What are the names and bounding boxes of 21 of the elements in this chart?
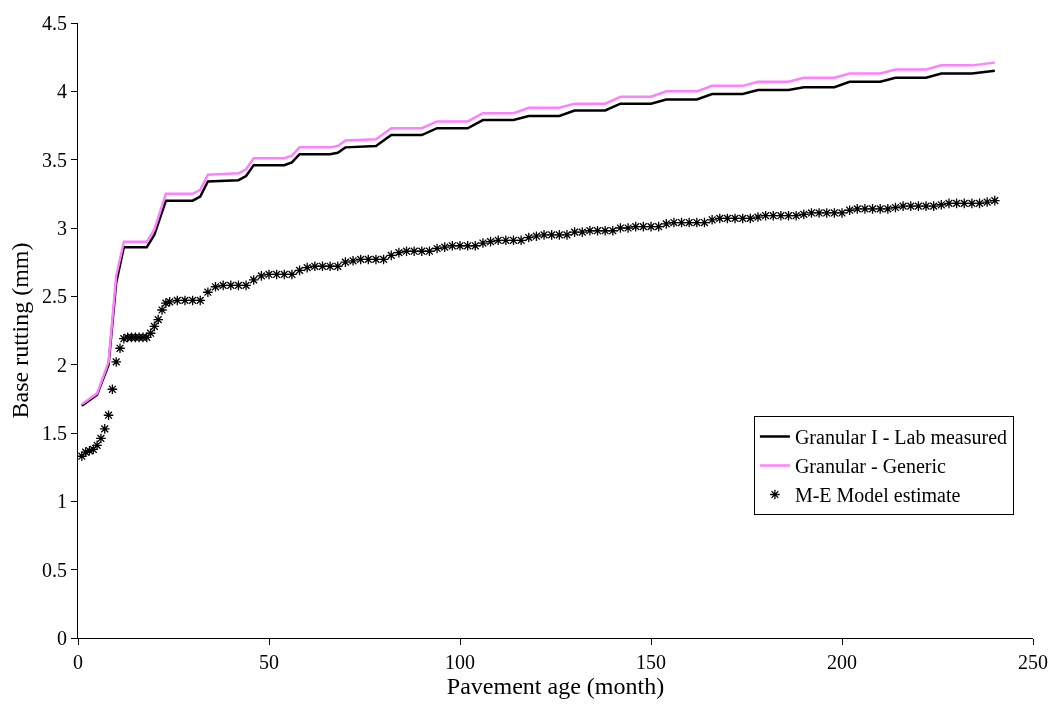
x-tick-label: 0 <box>73 651 83 673</box>
y-tick-label: 4.5 <box>42 12 67 34</box>
legend-label: Granular - Generic <box>794 455 947 478</box>
x-tick-label: 100 <box>445 651 475 673</box>
x-tick-label: 250 <box>1018 651 1048 673</box>
y-tick-label: 0.5 <box>42 558 67 581</box>
y-tick-label: 3.5 <box>42 148 67 171</box>
y-tick-label: 1 <box>57 490 67 513</box>
x-tick-label: 200 <box>827 651 857 673</box>
legend-label: Granular I - Lab measured <box>794 426 1008 449</box>
x-axis-title: Pavement age (month) <box>446 673 665 699</box>
legend-label: M-E Model estimate <box>794 484 961 507</box>
y-tick-label: 2 <box>57 353 67 376</box>
y-axis-title: Base rutting (mm) <box>7 242 34 419</box>
y-tick-label: 2.5 <box>42 285 67 308</box>
y-tick-label: 3 <box>57 217 67 239</box>
x-tick-label: 50 <box>259 651 279 673</box>
y-tick-label: 4 <box>57 80 67 103</box>
y-tick-label: 1.5 <box>42 422 67 444</box>
y-tick-label: 0 <box>57 627 67 649</box>
x-tick-label: 150 <box>636 651 666 673</box>
